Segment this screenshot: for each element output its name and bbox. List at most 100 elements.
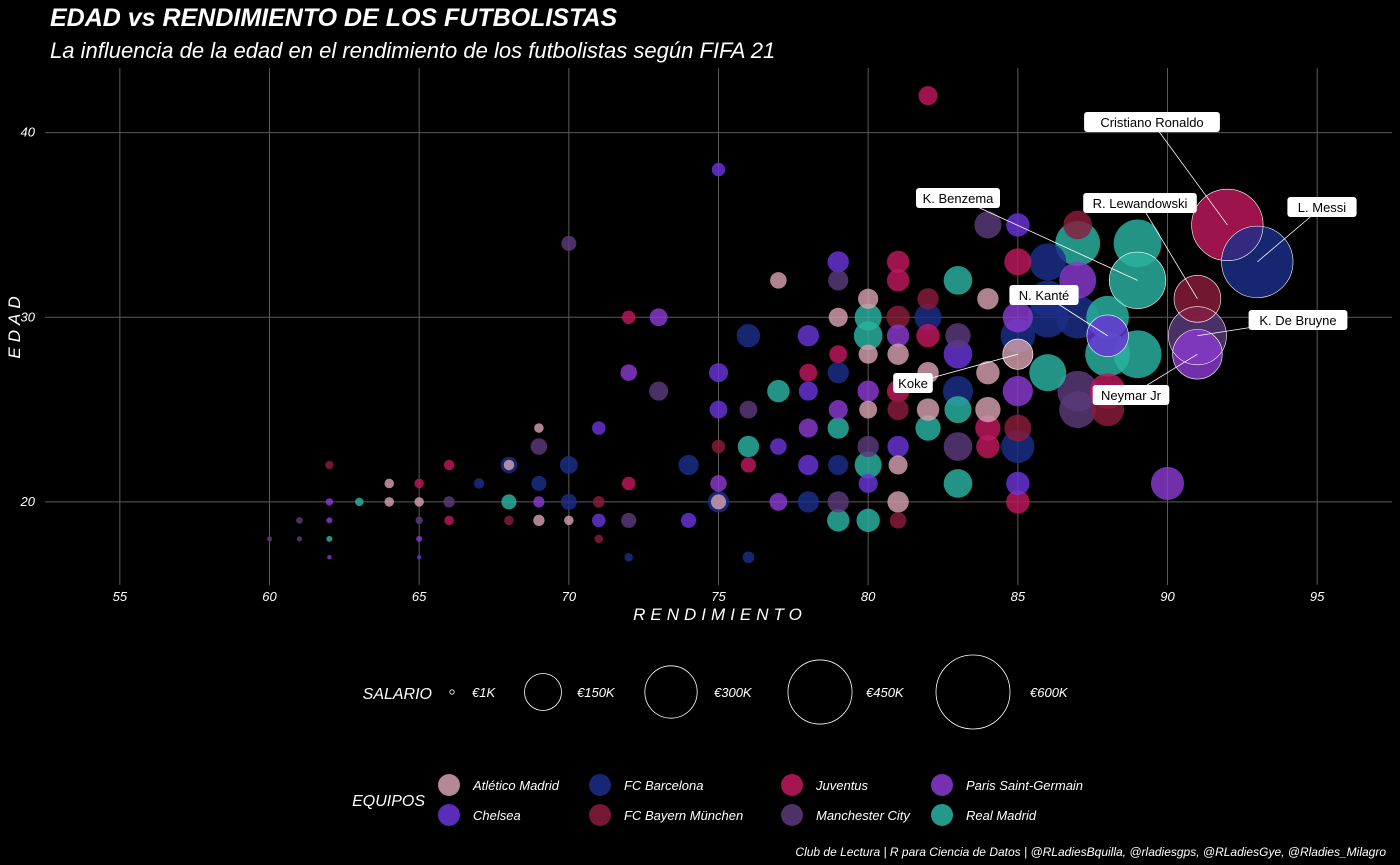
data-point — [799, 363, 818, 382]
data-point — [624, 553, 633, 562]
salary-legend-label: €450K — [866, 685, 905, 700]
data-point — [1063, 210, 1093, 240]
team-legend: EQUIPOS Atlético Madrid Chelsea FC Barcelon… — [352, 774, 1083, 826]
data-point — [296, 516, 303, 524]
data-point — [739, 400, 758, 419]
data-point — [531, 475, 547, 491]
y-tick-label: 40 — [21, 125, 36, 140]
data-point — [740, 457, 756, 473]
data-point — [1004, 248, 1032, 276]
data-point — [326, 535, 333, 542]
data-point — [858, 473, 878, 493]
data-point — [1113, 219, 1162, 268]
data-point — [533, 514, 545, 527]
data-point — [827, 491, 849, 513]
player-label: Neymar Jr — [1101, 388, 1162, 403]
player-label-box — [1248, 310, 1348, 330]
salary-legend-circle — [644, 665, 698, 719]
data-point — [888, 455, 908, 475]
data-point — [797, 325, 819, 347]
highlight-ring — [1172, 329, 1223, 380]
data-point — [1004, 414, 1032, 442]
data-point — [530, 438, 548, 455]
team-legend-label: Juventus — [815, 778, 869, 793]
x-tick-label: 65 — [412, 589, 427, 604]
team-legend-swatch — [589, 804, 611, 826]
highlight-ring — [1191, 188, 1264, 261]
data-point — [854, 451, 882, 479]
salary-legend: SALARIO €1K €150K €300K €450K €600K — [363, 654, 1069, 730]
team-legend-label: Paris Saint-Germain — [966, 778, 1083, 793]
data-point — [708, 363, 729, 383]
data-point — [592, 421, 606, 435]
data-point — [416, 535, 423, 542]
data-point — [770, 272, 787, 289]
data-point — [594, 534, 604, 544]
salary-legend-label: €1K — [472, 685, 496, 700]
x-axis-label: RENDIMIENTO — [633, 605, 807, 624]
chart-subtitle: La influencia de la edad en el rendimien… — [50, 38, 776, 63]
data-point — [915, 415, 941, 441]
data-point — [559, 456, 578, 474]
data-point — [828, 307, 848, 327]
salary-legend-label: €300K — [714, 685, 753, 700]
data-point — [798, 381, 818, 401]
data-point — [798, 418, 818, 438]
data-point — [828, 454, 849, 476]
data-point — [827, 251, 849, 273]
data-point — [1006, 213, 1030, 237]
data-point — [561, 235, 577, 251]
data-point — [325, 460, 334, 470]
data-point — [887, 343, 909, 365]
y-tick-label: 30 — [21, 309, 36, 324]
data-point — [1150, 466, 1185, 500]
data-point — [384, 497, 395, 507]
highlight-ring — [1002, 338, 1034, 370]
data-point — [443, 496, 455, 508]
axis-ticks: 55 60 65 70 75 80 85 90 95 20 30 40 — [20, 125, 1326, 604]
highlight-ring — [1109, 251, 1167, 309]
data-point — [621, 512, 637, 528]
data-point — [414, 478, 424, 489]
data-point — [1029, 354, 1067, 392]
data-point — [416, 555, 422, 560]
data-point — [711, 439, 726, 454]
data-point — [296, 536, 303, 542]
data-point — [444, 515, 454, 526]
salary-legend-circle — [449, 689, 455, 695]
data-point — [1059, 391, 1097, 429]
data-point — [976, 360, 1000, 385]
data-point — [325, 498, 334, 506]
x-tick-label: 60 — [262, 589, 277, 604]
x-tick-label: 75 — [711, 589, 726, 604]
data-point — [886, 269, 910, 292]
player-label-box — [1084, 112, 1220, 132]
data-point — [266, 536, 273, 542]
team-legend-label: Real Madrid — [966, 808, 1037, 823]
data-point — [355, 497, 364, 507]
data-point — [621, 310, 636, 325]
data-point — [918, 86, 938, 106]
data-point — [887, 435, 909, 458]
data-point — [977, 288, 999, 310]
data-point — [886, 305, 910, 329]
data-point — [886, 250, 910, 274]
player-labels: Cristiano Ronaldo L. Messi K. Benzema R. Le… — [893, 112, 1357, 405]
data-point — [1029, 243, 1067, 281]
team-legend-label: Atlético Madrid — [472, 778, 560, 793]
data-point — [326, 517, 333, 524]
player-label-box — [1009, 285, 1079, 305]
salary-legend-label: €150K — [577, 685, 616, 700]
player-label: K. De Bruyne — [1259, 313, 1336, 328]
salary-legend-circle — [787, 659, 853, 725]
data-point — [504, 515, 514, 526]
y-tick-label: 20 — [20, 494, 36, 509]
data-point — [1006, 471, 1030, 496]
team-legend-title: EQUIPOS — [352, 793, 425, 810]
data-point — [859, 400, 878, 419]
data-point — [945, 323, 971, 349]
salary-legend-label: €600K — [1030, 685, 1069, 700]
player-label-box — [893, 373, 933, 393]
data-point — [916, 324, 940, 348]
data-point — [858, 344, 878, 364]
